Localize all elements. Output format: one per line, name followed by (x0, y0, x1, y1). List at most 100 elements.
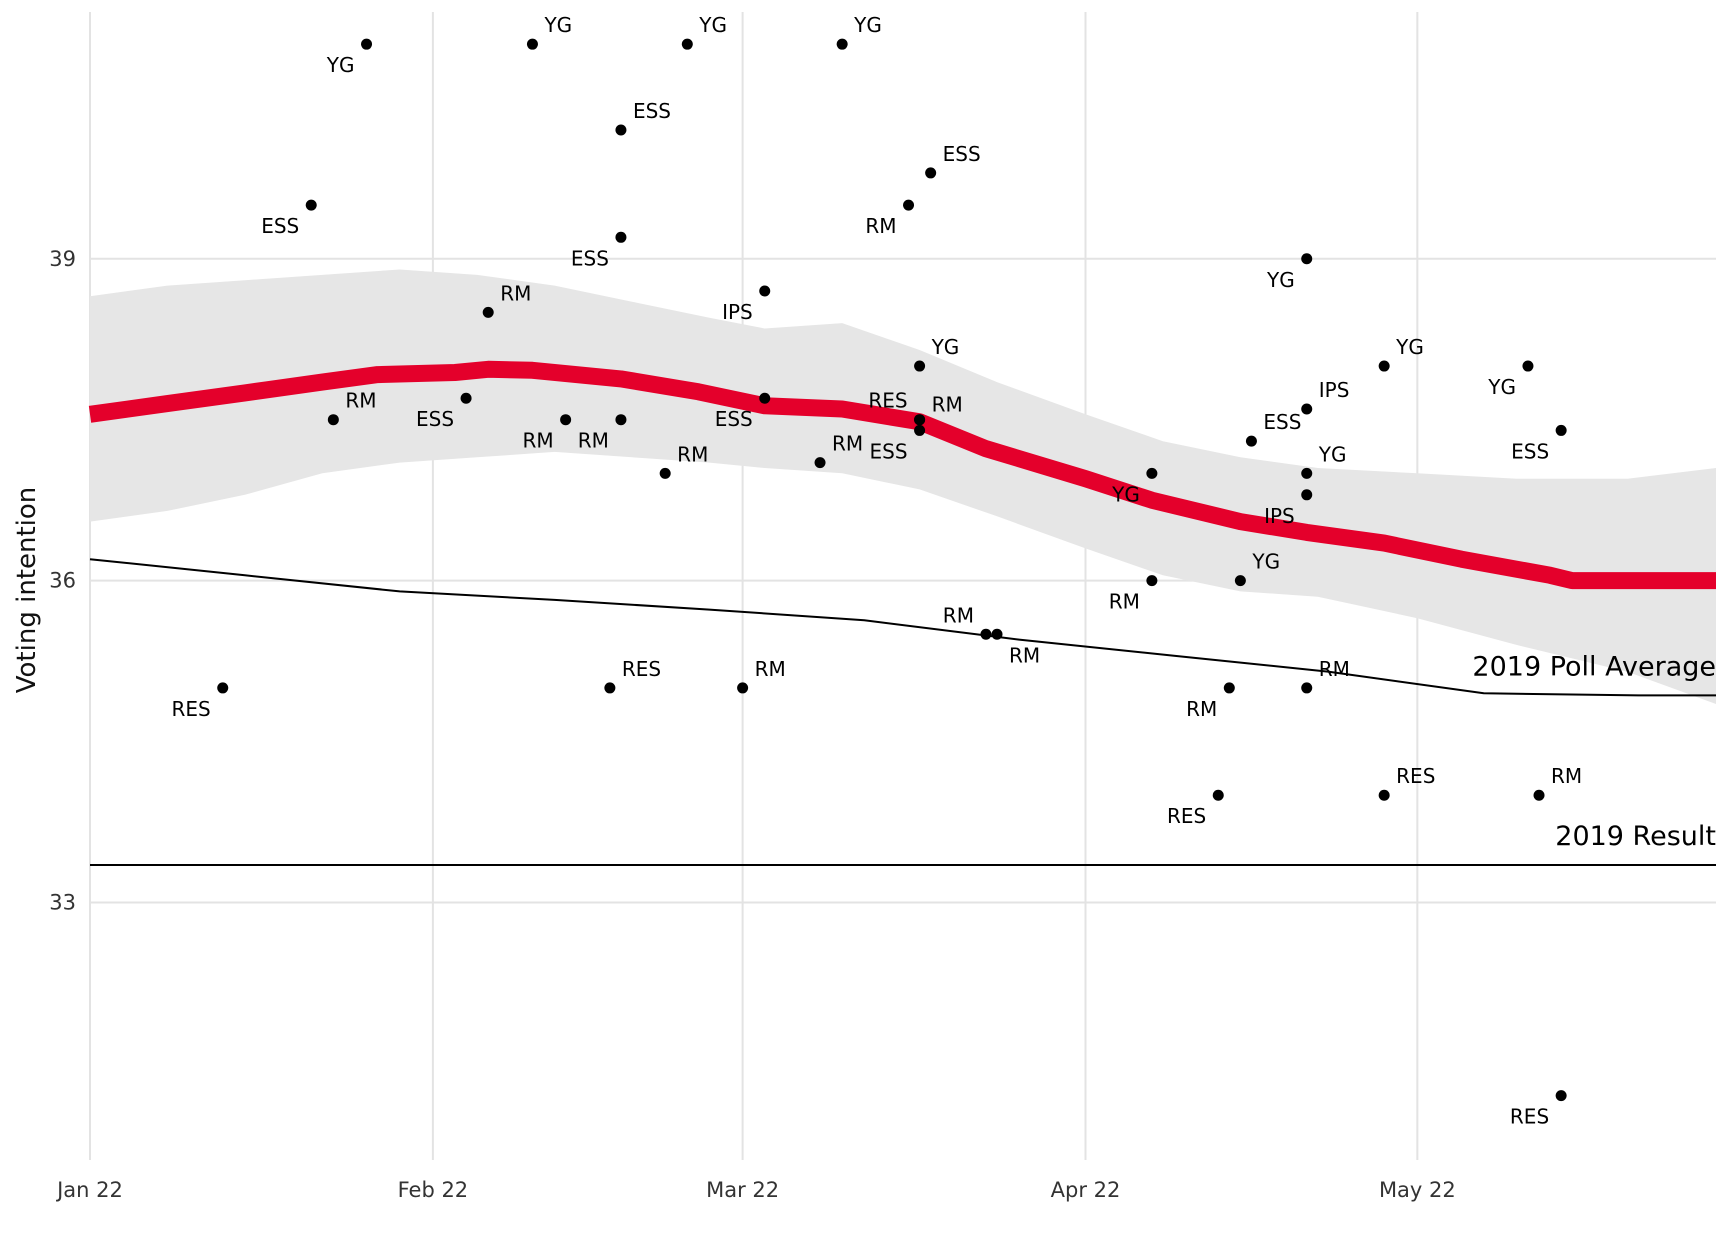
poll-point (1146, 575, 1158, 587)
poll-point (925, 167, 937, 179)
x-tick-label: Jan 22 (55, 1178, 123, 1202)
poll-point-label: YG (543, 13, 572, 37)
poll-point-label: RM (500, 281, 531, 305)
poll-point (1301, 403, 1313, 415)
poll-point-label: YG (1251, 550, 1280, 574)
poll-point-label: ESS (715, 407, 753, 431)
poll-point-label: RES (1510, 1105, 1549, 1129)
poll-point (1378, 789, 1390, 801)
poll-point (1234, 575, 1246, 587)
poll-point-label: YG (698, 13, 727, 37)
x-tick-label: Mar 22 (706, 1178, 779, 1202)
poll-point (305, 199, 317, 211)
poll-point (681, 38, 693, 50)
poll-point-label: YG (1395, 335, 1424, 359)
poll-point (1212, 789, 1224, 801)
poll-point-label: RM (832, 432, 863, 456)
poll-point-label: RM (943, 603, 974, 627)
poll-point-label: RES (622, 657, 661, 681)
poll-point (1533, 789, 1545, 801)
poll-point (914, 414, 926, 426)
poll-point (1378, 360, 1390, 372)
reference-line-label: 2019 Result (1555, 821, 1716, 852)
poll-point (560, 414, 572, 426)
poll-point (615, 231, 627, 243)
poll-point (361, 38, 373, 50)
trend-line-layer (88, 360, 1716, 590)
poll-point-label: RM (1109, 590, 1140, 614)
poll-point (836, 38, 848, 50)
confidence-band (90, 269, 1716, 704)
x-tick-label: Apr 22 (1051, 1178, 1121, 1202)
x-tick-label: Feb 22 (398, 1178, 469, 1202)
poll-point-label: ESS (416, 407, 454, 431)
poll-point-label: ESS (1511, 439, 1549, 463)
poll-point (1301, 682, 1313, 694)
poll-point-label: YG (1318, 442, 1347, 466)
poll-point (980, 628, 992, 640)
poll-point-label: YG (1266, 268, 1295, 292)
poll-point (914, 424, 926, 436)
poll-point (659, 467, 671, 479)
poll-point-label: RM (865, 214, 896, 238)
poll-point-label: ESS (633, 99, 671, 123)
poll-point-label: RM (522, 429, 553, 453)
poll-point (1245, 435, 1257, 447)
poll-point-label: RM (345, 389, 376, 413)
poll-point (1301, 467, 1313, 479)
reference-line (89, 558, 1716, 697)
poll-point (327, 414, 339, 426)
poll-point-label: IPS (1319, 378, 1350, 402)
poll-points-layer (217, 38, 1567, 1102)
poll-point-label: RM (932, 393, 963, 417)
poll-point-label: IPS (1264, 504, 1295, 528)
poll-point-label: RES (172, 697, 211, 721)
poll-point-label: RM (1009, 643, 1040, 667)
poll-point-label: RM (755, 657, 786, 681)
poll-point-label: RES (1167, 804, 1206, 828)
poll-point (482, 306, 494, 318)
y-tick-label: 33 (49, 891, 76, 915)
y-tick-label: 36 (49, 569, 76, 593)
poll-point (759, 392, 771, 404)
poll-point-label: YG (326, 53, 355, 77)
poll-point-label: RES (868, 389, 907, 413)
poll-point-label: IPS (722, 300, 753, 324)
poll-point-label: YG (1111, 482, 1140, 506)
poll-point-label: RM (578, 429, 609, 453)
poll-point-label: YG (853, 13, 882, 37)
poll-point-label: ESS (571, 246, 609, 270)
poll-point (903, 199, 915, 211)
poll-average-trend-line (88, 360, 1716, 590)
y-axis-title: Voting intention (12, 487, 42, 694)
poll-point (460, 392, 472, 404)
poll-point (1223, 682, 1235, 694)
poll-point (1522, 360, 1534, 372)
poll-point-label: ESS (870, 439, 908, 463)
poll-point (814, 457, 826, 469)
poll-point (1555, 1090, 1567, 1102)
poll-point-label: YG (931, 335, 960, 359)
poll-point (759, 285, 771, 297)
reference-line-label: 2019 Poll Average (1472, 651, 1716, 682)
poll-point (526, 38, 538, 50)
poll-point (991, 628, 1003, 640)
x-tick-label: May 22 (1379, 1178, 1456, 1202)
poll-point (914, 360, 926, 372)
poll-point-label: RM (677, 442, 708, 466)
poll-point (1146, 467, 1158, 479)
axis-tick-labels: Jan 22 Feb 22 Mar 22 Apr 22 May 22 33 36 39 (49, 247, 1455, 1202)
poll-point (1301, 253, 1313, 265)
poll-point (1301, 489, 1313, 501)
poll-labels-layer: RESESSRMYGESSRMYGRMRESESSESSRMRMYGRMIPSE… (172, 13, 1583, 1128)
poll-point (217, 682, 229, 694)
poll-point-label: RM (1319, 657, 1350, 681)
reference-lines-layer: 2019 Poll Average 2019 Result (89, 558, 1716, 866)
poll-point-label: RM (1551, 764, 1582, 788)
poll-point-label: ESS (261, 214, 299, 238)
poll-point-label: RM (1186, 697, 1217, 721)
y-tick-label: 39 (49, 247, 76, 271)
poll-point (615, 414, 627, 426)
poll-point-label: YG (1487, 375, 1516, 399)
